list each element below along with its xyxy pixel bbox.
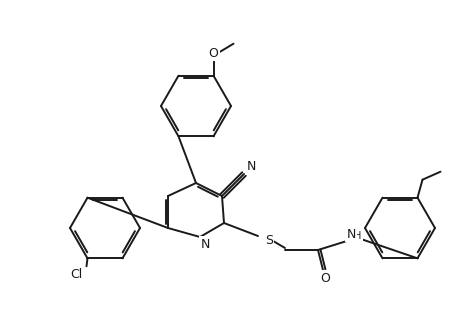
Text: N: N — [346, 228, 356, 240]
Text: S: S — [265, 234, 273, 247]
Text: O: O — [320, 272, 330, 284]
Text: N: N — [200, 237, 210, 251]
Text: H: H — [354, 231, 362, 241]
Text: O: O — [209, 47, 219, 60]
Text: N: N — [246, 160, 256, 174]
Text: Cl: Cl — [70, 268, 82, 281]
